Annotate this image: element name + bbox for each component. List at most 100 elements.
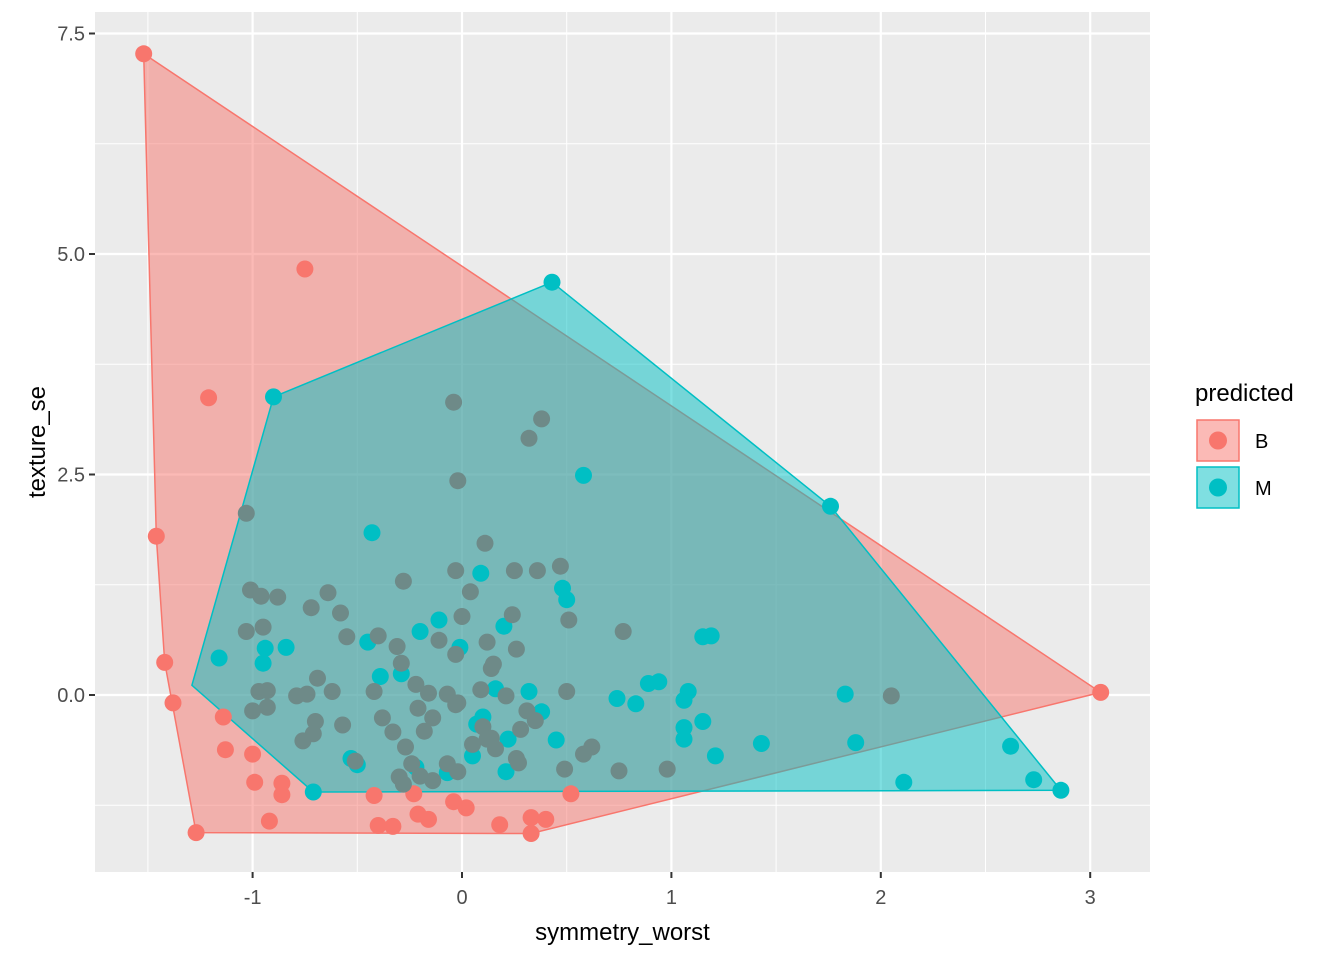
point-overlap: [288, 687, 306, 705]
point-M: [1002, 737, 1020, 755]
point-overlap: [424, 772, 442, 790]
point-overlap: [449, 763, 467, 781]
point-M: [363, 524, 381, 542]
point-B: [260, 812, 278, 830]
point-overlap: [269, 588, 287, 606]
point-overlap: [614, 623, 632, 640]
point-M: [679, 683, 697, 700]
point-B: [187, 824, 205, 842]
legend-point-B: [1209, 431, 1227, 450]
point-M: [650, 673, 668, 691]
point-overlap: [409, 699, 427, 717]
point-M: [472, 564, 490, 582]
point-M: [847, 734, 865, 752]
legend-title: predicted: [1195, 380, 1294, 407]
point-overlap: [556, 760, 574, 778]
point-overlap: [503, 606, 521, 624]
point-overlap: [551, 557, 569, 575]
point-overlap: [403, 755, 421, 773]
point-M: [265, 388, 282, 406]
point-B: [369, 817, 387, 834]
point-B: [445, 793, 463, 811]
point-overlap: [505, 562, 523, 580]
point-M: [411, 623, 429, 640]
point-overlap: [526, 712, 544, 730]
point-M: [304, 783, 322, 801]
point-M: [1052, 781, 1070, 799]
point-overlap: [323, 683, 341, 700]
x-axis-ticks: -1 0 1 2 3: [244, 872, 1096, 909]
point-overlap: [497, 687, 515, 705]
point-B: [365, 787, 383, 804]
y-axis-ticks: 0.0 2.5 5.0 7.5: [57, 24, 95, 707]
point-overlap: [420, 684, 437, 702]
x-tick-label: -1: [244, 887, 262, 909]
point-M: [547, 731, 565, 749]
point-M: [1025, 771, 1043, 789]
y-tick-label: 2.5: [57, 465, 85, 487]
point-overlap: [254, 618, 272, 636]
point-B: [214, 708, 232, 726]
point-overlap: [244, 702, 262, 720]
legend-entry-B: B: [1196, 419, 1268, 462]
point-overlap: [392, 654, 410, 672]
point-B: [244, 745, 262, 763]
point-M: [694, 713, 712, 730]
point-overlap: [424, 709, 442, 727]
point-overlap: [445, 393, 463, 411]
point-overlap: [449, 694, 467, 712]
point-overlap: [258, 698, 276, 716]
point-M: [702, 627, 720, 645]
legend-key-B: [1196, 419, 1240, 462]
point-overlap: [334, 716, 352, 734]
point-B: [200, 389, 218, 407]
point-M: [675, 730, 693, 748]
point-overlap: [478, 633, 496, 651]
point-overlap: [507, 640, 525, 658]
legend-label-M: M: [1255, 478, 1272, 500]
point-overlap: [461, 583, 479, 601]
y-tick-label: 7.5: [57, 24, 85, 46]
point-overlap: [560, 611, 578, 629]
point-M: [752, 735, 770, 752]
point-overlap: [533, 410, 551, 428]
point-overlap: [407, 675, 425, 693]
point-M: [836, 685, 854, 703]
point-overlap: [510, 754, 527, 772]
point-overlap: [237, 504, 255, 522]
point-overlap: [338, 628, 356, 646]
point-M: [627, 695, 645, 713]
y-tick-label: 5.0: [57, 244, 85, 266]
x-tick-label: 0: [456, 887, 467, 909]
point-overlap: [476, 534, 494, 552]
point-overlap: [388, 638, 406, 655]
point-overlap: [528, 562, 546, 580]
point-overlap: [397, 738, 414, 756]
point-M: [430, 611, 448, 629]
data-points: [135, 45, 1110, 842]
point-overlap: [415, 722, 433, 740]
point-B: [216, 741, 234, 759]
point-overlap: [558, 683, 576, 700]
x-axis-title: symmetry_worst: [535, 919, 710, 946]
point-overlap: [384, 723, 402, 741]
point-M: [497, 763, 515, 781]
point-B: [491, 816, 509, 834]
x-tick-label: 2: [875, 887, 886, 909]
x-tick-label: 1: [666, 887, 677, 909]
point-B: [246, 773, 264, 791]
point-B: [384, 817, 402, 835]
y-axis-title: texture_se: [24, 386, 51, 498]
point-B: [420, 810, 437, 828]
point-overlap: [302, 599, 320, 617]
point-overlap: [365, 683, 383, 700]
legend-point-M: [1209, 478, 1227, 497]
point-B: [522, 809, 540, 827]
point-overlap: [237, 623, 255, 640]
point-B: [135, 45, 153, 63]
point-overlap: [319, 584, 337, 602]
point-B: [164, 694, 182, 712]
x-tick-label: 3: [1085, 887, 1096, 909]
point-M: [608, 690, 626, 707]
point-overlap: [258, 682, 276, 700]
